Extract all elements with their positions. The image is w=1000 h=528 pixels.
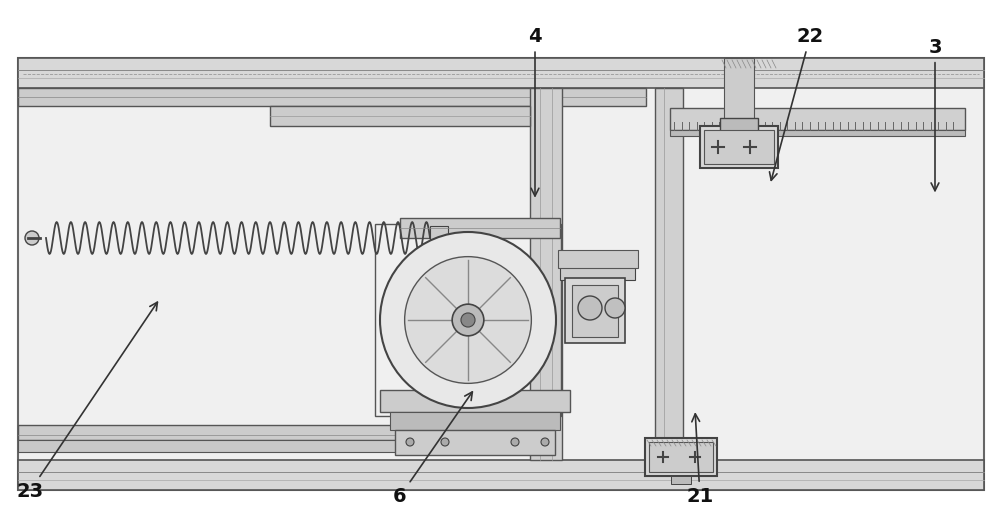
Bar xyxy=(704,130,774,164)
Circle shape xyxy=(605,298,625,318)
Circle shape xyxy=(405,257,531,383)
Text: 21: 21 xyxy=(686,414,714,506)
Bar xyxy=(565,278,625,343)
Bar xyxy=(670,108,965,130)
Bar xyxy=(670,130,965,136)
Bar xyxy=(649,442,713,472)
Text: 3: 3 xyxy=(928,38,942,191)
Bar xyxy=(671,476,691,484)
Bar xyxy=(430,226,448,250)
Bar xyxy=(375,224,561,416)
Circle shape xyxy=(578,296,602,320)
Bar xyxy=(18,58,984,490)
Circle shape xyxy=(541,438,549,446)
Bar xyxy=(724,58,754,128)
Circle shape xyxy=(511,438,519,446)
Text: 6: 6 xyxy=(393,392,472,506)
Text: 23: 23 xyxy=(16,302,157,501)
Bar xyxy=(18,58,984,88)
Text: 22: 22 xyxy=(769,27,824,181)
Bar xyxy=(18,88,646,106)
Bar xyxy=(530,88,562,460)
Bar xyxy=(558,250,638,268)
Bar xyxy=(720,118,758,132)
Bar xyxy=(390,412,560,430)
Bar xyxy=(380,390,570,412)
Bar xyxy=(560,265,635,280)
Circle shape xyxy=(380,232,556,408)
Bar xyxy=(18,425,559,440)
Circle shape xyxy=(441,438,449,446)
Circle shape xyxy=(25,231,39,245)
Circle shape xyxy=(461,313,475,327)
Bar xyxy=(18,460,984,490)
Bar xyxy=(18,440,559,452)
Bar xyxy=(655,88,683,460)
Bar xyxy=(400,218,560,238)
Bar xyxy=(700,126,778,168)
Bar xyxy=(645,438,717,476)
Bar xyxy=(270,106,530,126)
Text: 4: 4 xyxy=(528,27,542,196)
Circle shape xyxy=(406,438,414,446)
Circle shape xyxy=(452,304,484,336)
Bar xyxy=(395,430,555,455)
Bar xyxy=(572,285,618,337)
